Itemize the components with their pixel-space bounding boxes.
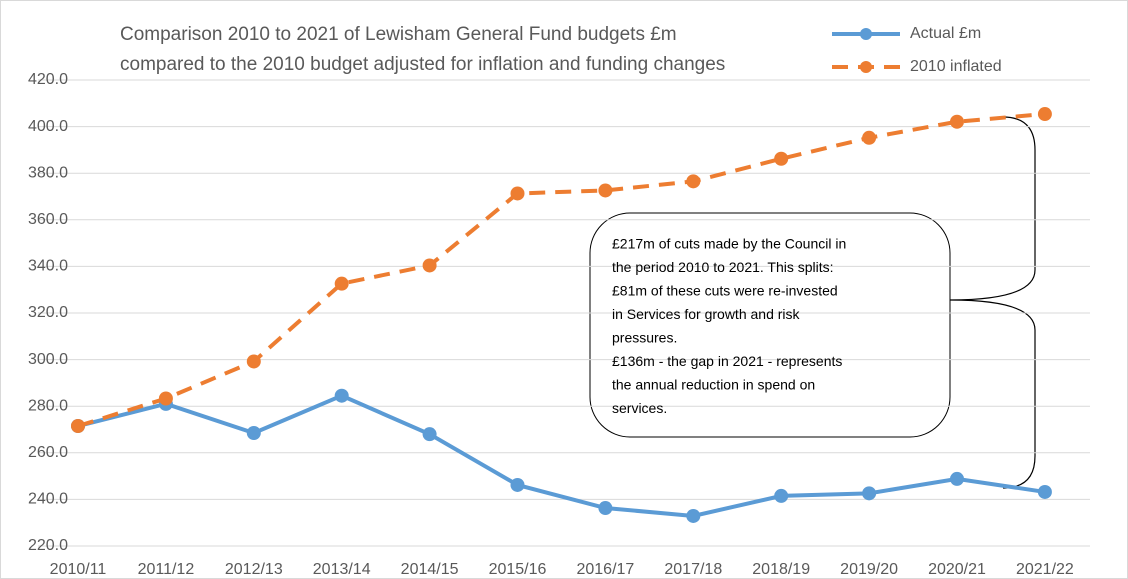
data-point <box>862 130 877 145</box>
x-tick-label: 2018/19 <box>752 561 810 578</box>
x-tick-label: 2013/14 <box>313 561 371 578</box>
annotation-box <box>589 212 951 438</box>
data-point <box>686 508 701 523</box>
annotation-text: the annual reduction in spend on <box>612 377 815 393</box>
data-point <box>1037 107 1052 122</box>
y-tick-label: 420.0 <box>28 71 68 88</box>
data-point <box>334 388 349 403</box>
x-tick-label: 2015/16 <box>489 561 547 578</box>
data-point <box>422 258 437 273</box>
data-point <box>950 471 964 486</box>
y-tick-label: 360.0 <box>28 211 68 228</box>
y-tick-label: 240.0 <box>28 491 68 508</box>
data-point <box>246 425 261 440</box>
annotation-text: £217m of cuts made by the Council in <box>612 236 846 252</box>
annotation-text: £81m of these cuts were re-invested <box>612 283 838 299</box>
x-tick-label: 2020/21 <box>928 561 986 578</box>
x-tick-label: 2011/12 <box>138 561 195 578</box>
x-tick-label: 2014/15 <box>401 561 459 578</box>
y-tick-label: 280.0 <box>28 397 68 414</box>
data-point <box>246 354 261 369</box>
y-tick-label: 260.0 <box>28 444 68 461</box>
data-point <box>598 501 613 516</box>
x-tick-label: 2019/20 <box>840 561 898 578</box>
data-point <box>334 276 349 291</box>
annotation-text: services. <box>612 400 667 416</box>
data-point <box>422 427 437 442</box>
data-point <box>158 391 173 406</box>
y-tick-label: 340.0 <box>28 258 68 275</box>
x-tick-label: 2016/17 <box>576 561 634 578</box>
data-point <box>774 151 789 166</box>
annotation-text: in Services for growth and risk <box>612 306 801 322</box>
y-tick-label: 380.0 <box>28 164 68 181</box>
annotation-text: the period 2010 to 2021. This splits: <box>612 259 834 275</box>
data-point <box>1037 484 1052 499</box>
data-point <box>510 186 525 201</box>
data-point <box>598 183 613 198</box>
data-point <box>510 477 525 492</box>
chart-title: Comparison 2010 to 2021 of Lewisham Gene… <box>120 24 677 45</box>
legend-marker <box>860 61 872 73</box>
y-tick-label: 300.0 <box>28 351 68 368</box>
y-tick-label: 320.0 <box>28 304 68 321</box>
x-tick-label: 2017/18 <box>664 561 722 578</box>
annotation-text: £136m - the gap in 2021 - represents <box>612 353 842 369</box>
brace <box>949 116 1036 489</box>
data-point <box>71 419 85 434</box>
series-line <box>77 393 1046 518</box>
y-tick-label: 400.0 <box>28 118 68 135</box>
legend-label: 2010 inflated <box>910 58 1002 75</box>
data-point <box>686 174 701 189</box>
legend-label: Actual £m <box>910 25 981 42</box>
annotation-text: pressures. <box>612 330 677 346</box>
data-point <box>950 114 964 129</box>
x-tick-label: 2012/13 <box>225 561 283 578</box>
legend-marker <box>860 28 872 40</box>
data-point <box>774 488 789 503</box>
data-point <box>862 486 877 501</box>
x-tick-label: 2010/11 <box>50 561 107 578</box>
x-tick-label: 2021/22 <box>1016 561 1074 578</box>
chart-title: compared to the 2010 budget adjusted for… <box>120 54 725 75</box>
y-tick-label: 220.0 <box>28 537 68 554</box>
series-line <box>77 112 1046 428</box>
